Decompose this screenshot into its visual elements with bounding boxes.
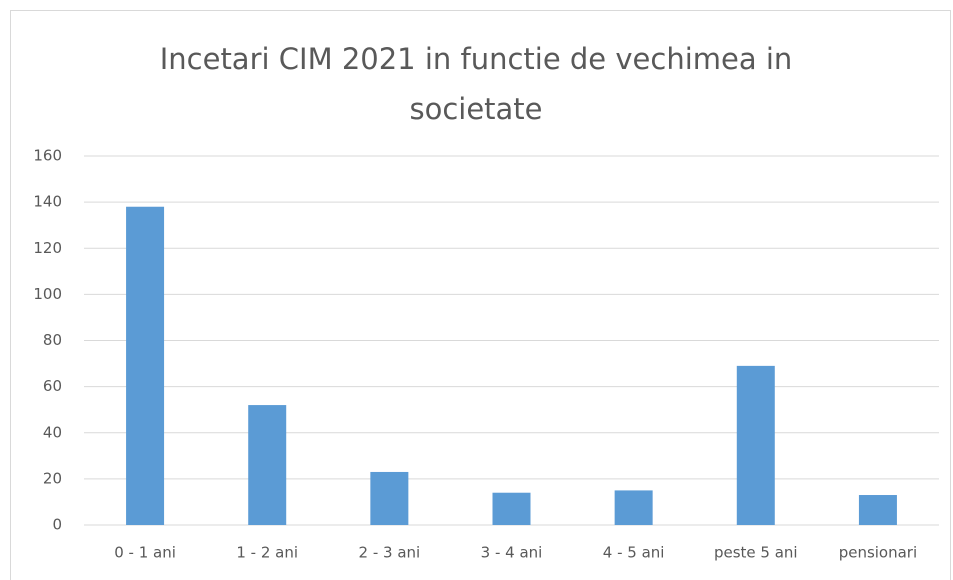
- x-tick-label: pensionari: [839, 544, 917, 562]
- y-tick-label: 100: [33, 285, 62, 303]
- y-tick-label: 60: [43, 377, 62, 395]
- x-tick-label: 2 - 3 ani: [359, 544, 421, 562]
- y-tick-label: 120: [33, 239, 62, 257]
- y-tick-label: 140: [33, 193, 62, 211]
- bar: [492, 492, 531, 525]
- y-tick-label: 80: [43, 331, 62, 349]
- x-tick-label: 4 - 5 ani: [603, 544, 665, 562]
- bar: [126, 206, 165, 526]
- chart-border: [10, 10, 951, 580]
- x-tick-label: peste 5 ani: [714, 544, 798, 562]
- x-tick-label: 1 - 2 ani: [236, 544, 298, 562]
- x-tick-label: 0 - 1 ani: [114, 544, 176, 562]
- bar: [248, 405, 287, 525]
- y-tick-label: 0: [52, 516, 62, 534]
- bar: [370, 471, 409, 525]
- chart-title: Incetari CIM 2021 in functie de vechimea…: [159, 42, 793, 126]
- y-tick-label: 160: [33, 147, 62, 165]
- y-tick-label: 40: [43, 423, 62, 441]
- y-tick-label: 20: [43, 469, 62, 487]
- x-tick-label: 3 - 4 ani: [481, 544, 543, 562]
- bar: [736, 365, 775, 525]
- bar: [614, 490, 653, 525]
- bar: [858, 495, 897, 525]
